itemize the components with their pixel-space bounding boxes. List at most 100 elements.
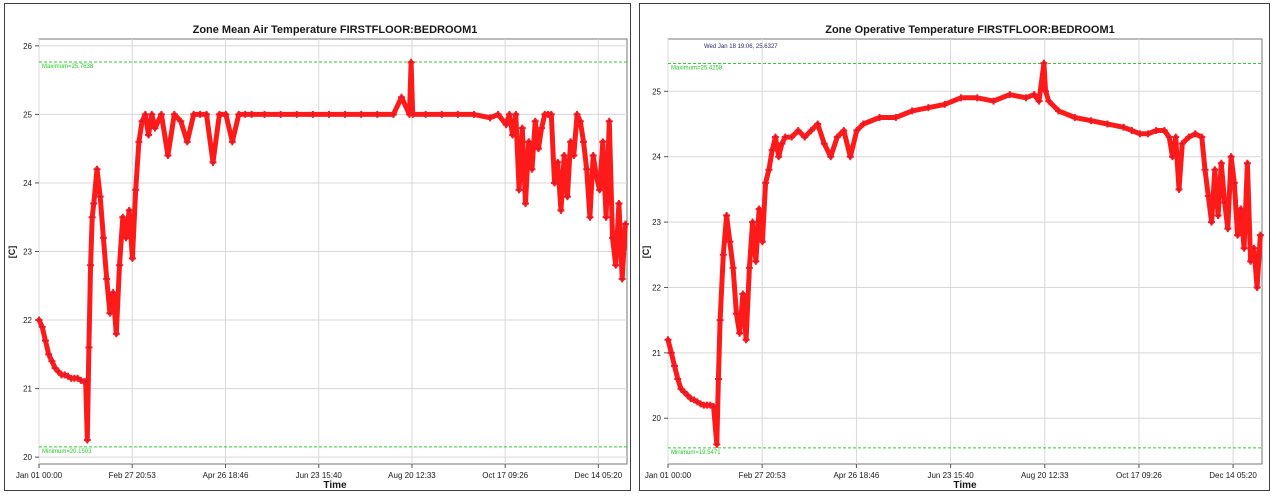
data-point xyxy=(801,133,809,141)
data-point xyxy=(1237,205,1245,213)
data-point xyxy=(749,218,757,226)
data-point xyxy=(1152,127,1160,135)
x-tick-label: Aug 20 12:33 xyxy=(388,471,436,480)
data-point xyxy=(1217,159,1225,167)
reference-label: Minimum=20.1503 xyxy=(42,449,92,455)
x-tick-label: Dec 14 05:20 xyxy=(575,471,623,480)
data-point xyxy=(1240,244,1248,252)
y-tick-label: 26 xyxy=(23,42,32,51)
data-point xyxy=(576,117,584,125)
data-point xyxy=(1042,87,1050,95)
data-point xyxy=(714,375,722,383)
x-tick-label: Feb 27 20:53 xyxy=(739,471,787,480)
x-tick-label: Oct 17 09:26 xyxy=(1116,471,1162,480)
data-point xyxy=(908,107,916,115)
data-point xyxy=(732,310,740,318)
y-tick-label: 23 xyxy=(23,248,32,257)
data-point xyxy=(814,120,822,128)
data-point xyxy=(261,110,269,118)
data-point xyxy=(41,337,49,345)
data-point xyxy=(1224,225,1232,233)
data-point xyxy=(132,186,140,194)
data-point xyxy=(1230,179,1238,187)
data-point xyxy=(215,110,223,118)
data-point xyxy=(1144,130,1152,138)
data-point xyxy=(138,117,146,125)
data-point xyxy=(196,110,204,118)
data-point xyxy=(241,110,249,118)
data-point xyxy=(135,138,143,146)
data-point xyxy=(209,158,217,166)
data-point xyxy=(1087,117,1095,125)
data-point xyxy=(1045,97,1053,105)
data-point xyxy=(973,94,981,102)
data-point xyxy=(1185,133,1193,141)
data-point xyxy=(177,117,185,125)
data-point xyxy=(781,133,789,141)
data-point xyxy=(45,350,53,358)
data-point xyxy=(924,104,932,112)
data-point xyxy=(560,152,568,160)
data-point xyxy=(538,124,546,132)
data-point xyxy=(713,440,721,448)
data-point xyxy=(605,117,613,125)
data-point xyxy=(531,117,539,125)
data-point xyxy=(525,138,533,146)
x-tick-label: Dec 14 05:20 xyxy=(1209,471,1257,480)
data-point xyxy=(941,100,949,108)
data-point xyxy=(522,200,530,208)
data-point xyxy=(309,110,317,118)
data-point xyxy=(170,110,178,118)
data-point xyxy=(957,94,965,102)
data-point xyxy=(742,336,750,344)
data-point xyxy=(48,357,56,365)
y-tick-label: 21 xyxy=(652,349,661,358)
data-point xyxy=(1234,231,1242,239)
y-axis-label: [C] xyxy=(7,246,17,259)
data-point xyxy=(596,186,604,194)
data-point xyxy=(557,206,565,214)
data-point xyxy=(422,110,430,118)
data-point xyxy=(1178,140,1186,148)
data-point xyxy=(357,110,365,118)
chart-operative-temperature: Zone Operative Temperature FIRSTFLOOR:BE… xyxy=(641,24,1264,490)
data-point xyxy=(148,110,156,118)
data-point xyxy=(1243,159,1251,167)
data-point xyxy=(853,127,861,135)
data-point xyxy=(1172,133,1180,141)
data-point xyxy=(719,251,727,259)
data-point xyxy=(846,153,854,161)
data-point xyxy=(1165,133,1173,141)
data-point xyxy=(592,172,600,180)
data-point xyxy=(1253,283,1261,291)
data-point xyxy=(771,133,779,141)
data-point xyxy=(1204,192,1212,200)
data-point xyxy=(145,131,153,139)
data-point xyxy=(716,316,724,324)
data-point xyxy=(1035,97,1043,105)
data-point xyxy=(373,110,381,118)
data-point xyxy=(589,152,597,160)
data-point xyxy=(389,110,397,118)
data-point xyxy=(573,110,581,118)
data-point xyxy=(85,343,93,351)
y-tick-label: 20 xyxy=(652,414,661,423)
data-point xyxy=(710,402,718,410)
data-point xyxy=(1071,113,1079,121)
data-point xyxy=(325,110,333,118)
plot-area xyxy=(667,38,1263,465)
data-point xyxy=(840,127,848,135)
data-point xyxy=(116,261,124,269)
data-point xyxy=(151,124,159,132)
data-point xyxy=(833,133,841,141)
reference-label: Maximum=25.4258 xyxy=(671,65,723,71)
data-point xyxy=(602,213,610,221)
data-point xyxy=(1030,91,1038,99)
y-tick-label: 23 xyxy=(652,218,661,227)
data-point xyxy=(674,375,682,383)
data-point xyxy=(122,234,130,242)
data-point xyxy=(99,234,107,242)
x-tick-label: Aug 20 12:33 xyxy=(1021,471,1069,480)
data-point xyxy=(119,213,127,221)
data-point xyxy=(1160,127,1168,135)
